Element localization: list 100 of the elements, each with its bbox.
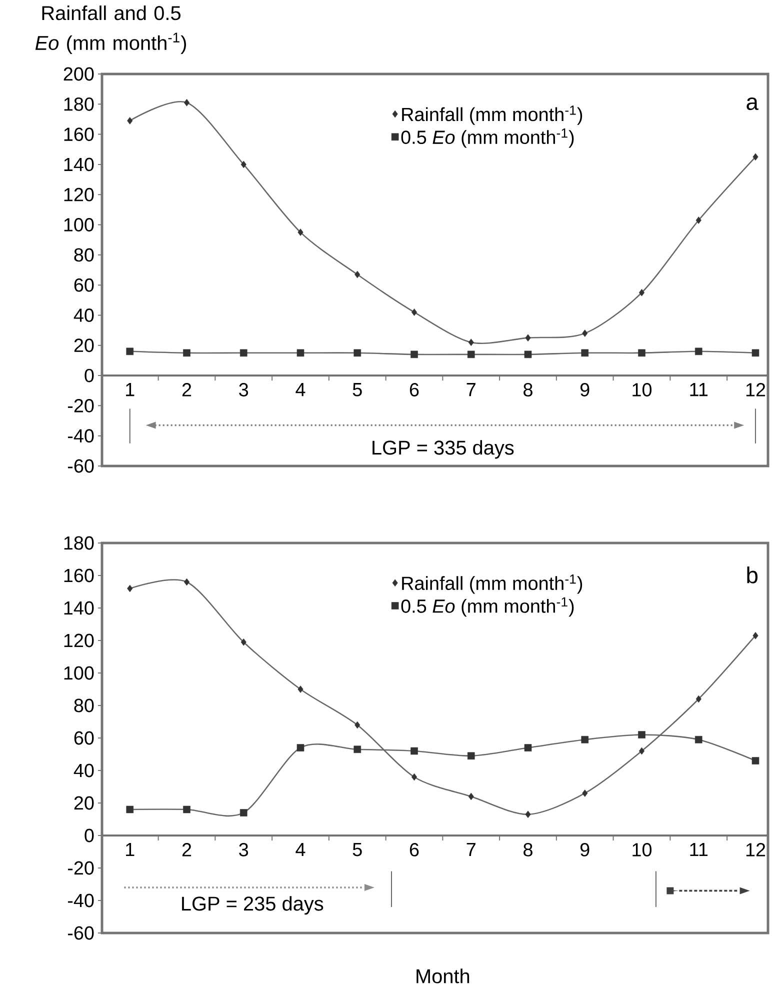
x-tick-label: 12 <box>746 383 766 396</box>
y-tick-label: 140 <box>64 158 94 172</box>
y-tick-label: 40 <box>74 308 94 322</box>
x-tick-label: 8 <box>524 383 532 396</box>
y-tick-label: -20 <box>68 398 94 412</box>
point <box>638 349 646 357</box>
y-tick-label: 180 <box>64 97 94 111</box>
y-tick-label: 60 <box>74 278 94 292</box>
point <box>354 349 362 357</box>
point <box>410 747 418 755</box>
point <box>752 349 760 357</box>
point <box>694 348 702 356</box>
annotation: a <box>746 98 758 110</box>
point <box>296 744 304 752</box>
point <box>468 792 474 800</box>
x-tick-label: 7 <box>466 843 476 856</box>
x-tick-label: 9 <box>580 843 590 856</box>
point <box>184 578 190 586</box>
point <box>467 752 475 760</box>
point <box>638 747 645 755</box>
legend-label: 0.5 Eo (mm month$^{-1}$) <box>401 128 574 148</box>
point <box>467 350 475 358</box>
point <box>638 288 645 296</box>
point <box>240 160 246 168</box>
point <box>752 153 758 161</box>
x-tick-label: 4 <box>296 383 306 396</box>
point <box>298 228 304 236</box>
point <box>525 810 531 818</box>
point <box>296 349 304 357</box>
point <box>354 270 360 278</box>
y-tick-label: 80 <box>74 248 94 262</box>
x-tick-label: 1 <box>126 843 134 856</box>
point <box>354 721 360 729</box>
point <box>468 338 474 346</box>
y-tick-label: 160 <box>64 568 94 582</box>
point <box>126 348 134 356</box>
x-tick-label: 12 <box>746 843 766 856</box>
x-tick-label: 3 <box>239 383 248 396</box>
point <box>127 584 133 592</box>
y-tick-label: -40 <box>68 429 94 443</box>
x-tick-label: 2 <box>182 383 192 396</box>
annotation: LGP = 335 days <box>372 440 514 459</box>
y-tick-label: 40 <box>74 764 94 778</box>
x-tick-label: 3 <box>239 843 248 856</box>
point <box>127 117 133 124</box>
point <box>184 98 190 106</box>
point <box>183 806 190 814</box>
point <box>581 349 589 357</box>
y-tick-label: 120 <box>64 188 94 202</box>
legend-label: Rainfall (mm month$^{-1}$) <box>402 574 582 594</box>
x-tick-label: 9 <box>580 383 590 396</box>
y-tick-label: 20 <box>74 796 94 810</box>
point <box>524 744 532 752</box>
annotation: b <box>747 566 758 584</box>
annotation: LGP = 235 days <box>182 896 324 915</box>
point <box>240 349 248 357</box>
point <box>354 746 362 754</box>
point <box>524 350 532 358</box>
x-tick-label: 11 <box>690 843 708 856</box>
x-tick-label: 5 <box>352 843 362 856</box>
legend-label: 0.5 Eo (mm month$^{-1}$) <box>401 597 574 617</box>
y-tick-label: -60 <box>68 926 94 940</box>
point <box>240 809 248 816</box>
point <box>581 736 589 744</box>
x-tick-label: 1 <box>126 383 134 396</box>
y-tick-label: 80 <box>74 698 94 712</box>
x-tick-label: 5 <box>352 383 362 396</box>
y-tick-label: 140 <box>64 601 94 615</box>
x-tick-label: 2 <box>182 843 192 856</box>
x-tick-label: 4 <box>296 843 306 856</box>
point <box>696 695 702 703</box>
y-tick-label: -20 <box>68 861 94 875</box>
x-tick-label: 6 <box>410 383 419 396</box>
point <box>525 334 531 342</box>
point <box>411 308 418 316</box>
point <box>694 736 702 744</box>
y-tick-label: 20 <box>74 338 94 352</box>
x-tick-label: 11 <box>690 383 708 396</box>
y-tick-label: -40 <box>68 894 94 908</box>
point <box>240 638 246 646</box>
y-tick-label: 120 <box>64 634 94 648</box>
y-tick-label: -60 <box>68 459 94 473</box>
point <box>582 330 588 337</box>
y-tick-label: 100 <box>64 218 94 232</box>
y-tick-label: 0 <box>84 828 94 842</box>
point <box>411 773 418 781</box>
x-tick-label: 10 <box>632 383 652 396</box>
y-axis-title: Rainfall and 0.5 Eo (mm month$^{-1}$) <box>35 6 186 54</box>
point <box>582 790 588 797</box>
y-tick-label: 160 <box>64 128 94 141</box>
point <box>638 731 646 738</box>
y-tick-label: 180 <box>64 536 94 550</box>
x-axis-title: Month <box>416 968 470 984</box>
x-tick-label: 7 <box>466 383 476 396</box>
x-tick-label: 10 <box>632 843 652 856</box>
point <box>298 686 304 693</box>
y-tick-label: 100 <box>64 666 94 680</box>
point <box>696 216 702 224</box>
x-tick-label: 8 <box>524 843 532 856</box>
point <box>126 806 134 814</box>
